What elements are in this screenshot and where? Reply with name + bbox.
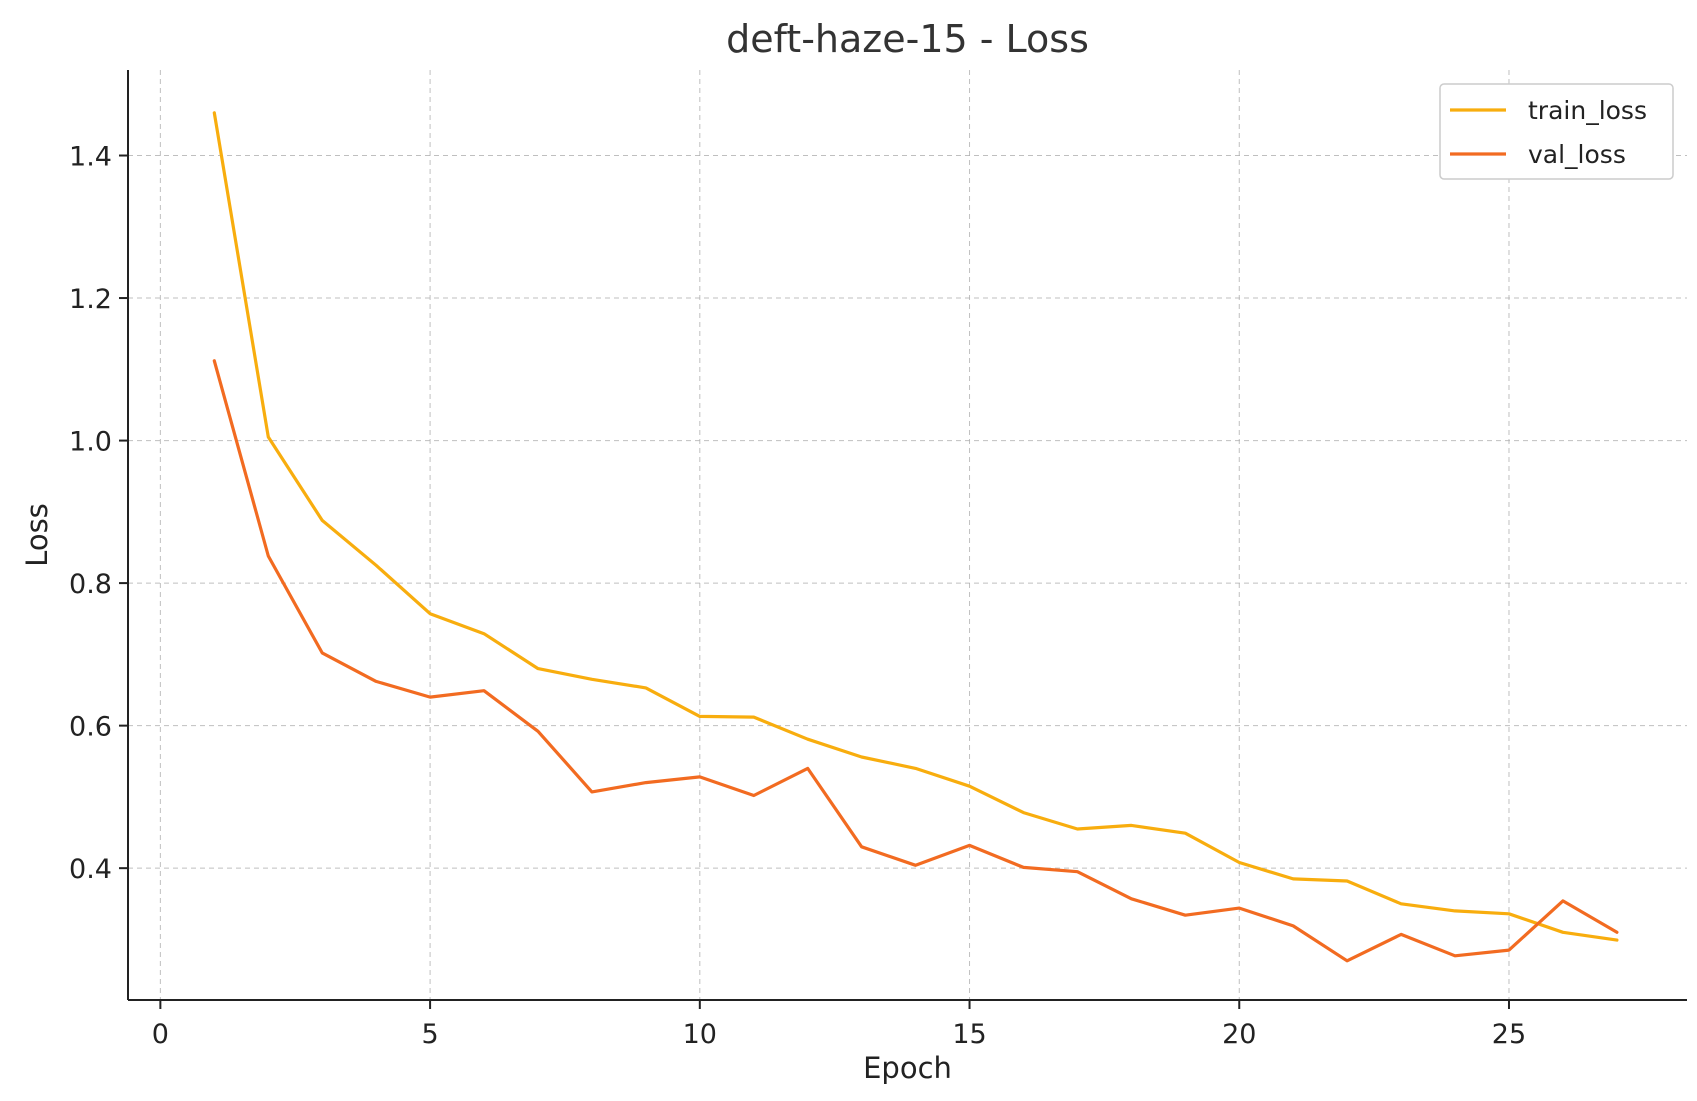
series-line-train-loss (212, 111, 1619, 942)
y-axis-ticks: 0.4 0.6 0.8 1.0 1.2 1.4 (69, 142, 128, 885)
legend-label-val-loss: val_loss (1528, 140, 1626, 169)
y-tick-label: 0.4 (69, 854, 112, 885)
y-tick-label: 1.0 (69, 427, 112, 458)
x-tick-label: 0 (152, 1019, 169, 1050)
x-tick-label: 10 (683, 1019, 717, 1050)
y-tick-label: 1.2 (69, 284, 112, 315)
x-axis-ticks: 0 5 10 15 20 25 (152, 1000, 1526, 1050)
x-axis-title: Epoch (863, 1051, 952, 1085)
legend: train_loss val_loss (1439, 83, 1674, 180)
x-tick-label: 20 (1222, 1019, 1256, 1050)
x-tick-label: 25 (1492, 1019, 1526, 1050)
y-tick-label: 0.6 (69, 712, 112, 743)
chart-title: deft-haze-15 - Loss (726, 17, 1089, 61)
legend-label-train-loss: train_loss (1528, 96, 1647, 125)
y-axis-title: Loss (20, 503, 54, 567)
x-tick-label: 5 (421, 1019, 438, 1050)
x-tick-label: 15 (952, 1019, 986, 1050)
plot-series (212, 111, 1619, 963)
y-tick-label: 0.8 (69, 569, 112, 600)
axes (127, 70, 1687, 1001)
grid (128, 70, 1687, 1000)
y-tick-label: 1.4 (69, 142, 112, 173)
series-line-val-loss (212, 359, 1619, 963)
